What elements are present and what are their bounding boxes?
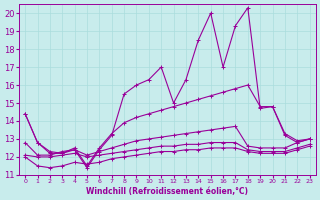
X-axis label: Windchill (Refroidissement éolien,°C): Windchill (Refroidissement éolien,°C) — [86, 187, 248, 196]
